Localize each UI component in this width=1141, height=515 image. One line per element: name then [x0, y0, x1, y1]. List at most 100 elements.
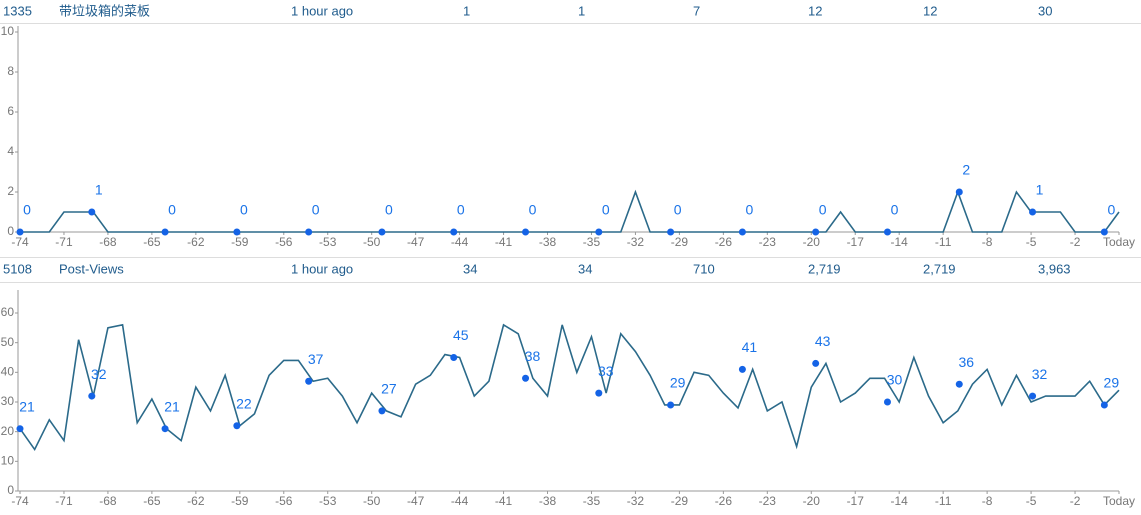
- data-label: 0: [746, 202, 754, 218]
- row-stat: 710: [693, 261, 715, 276]
- data-point: [378, 228, 386, 236]
- data-point: [1029, 208, 1037, 216]
- data-point: [883, 228, 891, 236]
- data-point: [161, 228, 169, 236]
- data-label: 29: [670, 375, 686, 391]
- row-stat: 2,719: [923, 261, 956, 276]
- row-stat: 3,963: [1038, 261, 1071, 276]
- x-tick-label: -5: [1026, 235, 1037, 249]
- data-point: [812, 228, 820, 236]
- y-tick-label: 30: [1, 394, 15, 408]
- data-point: [233, 422, 241, 430]
- data-label: 32: [1032, 366, 1048, 382]
- x-tick-label: -17: [847, 235, 865, 249]
- x-tick-label: -8: [982, 494, 993, 508]
- data-label: 0: [674, 202, 682, 218]
- data-label: 0: [457, 202, 465, 218]
- x-tick-label: -62: [187, 235, 205, 249]
- x-tick-label: -53: [319, 494, 337, 508]
- data-label: 43: [815, 333, 831, 349]
- data-point: [955, 380, 963, 388]
- data-label: 1: [95, 182, 103, 198]
- row-name: Post-Views: [59, 261, 124, 276]
- data-point: [738, 365, 746, 373]
- x-tick-label: -32: [627, 494, 645, 508]
- row-id: 5108: [3, 261, 32, 276]
- data-point: [1029, 392, 1037, 400]
- x-tick-label: -11: [935, 494, 952, 508]
- row-updated: 1 hour ago: [291, 3, 353, 18]
- x-tick-label: -23: [759, 494, 777, 508]
- x-tick-label: -71: [55, 235, 73, 249]
- series-line: [19, 323, 1120, 452]
- row-stat: 7: [693, 3, 700, 18]
- x-tick-label: -29: [671, 494, 689, 508]
- row-stat: 2,719: [808, 261, 841, 276]
- data-point: [88, 208, 96, 216]
- y-tick-label: 10: [1, 24, 15, 38]
- data-point: [1100, 228, 1108, 236]
- data-point: [595, 389, 603, 397]
- data-point: [522, 228, 530, 236]
- data-label: 0: [602, 202, 610, 218]
- data-point: [450, 354, 458, 361]
- x-tick-label: -53: [319, 235, 337, 249]
- data-point: [88, 392, 96, 400]
- row-stat: 12: [923, 3, 937, 18]
- data-point: [16, 228, 24, 236]
- data-point: [16, 425, 24, 433]
- x-tick-label: -68: [99, 494, 117, 508]
- row-stat: 1: [463, 3, 470, 18]
- data-point: [233, 228, 241, 236]
- x-tick-label: -14: [891, 235, 909, 249]
- data-label: 30: [887, 372, 903, 388]
- row-name: 带垃圾箱的菜板: [59, 3, 150, 18]
- x-tick-label: -62: [187, 494, 205, 508]
- y-tick-label: 0: [7, 224, 14, 238]
- x-tick-label: -11: [935, 235, 952, 249]
- x-tick-label: -68: [99, 235, 117, 249]
- data-label: 1: [1036, 182, 1044, 198]
- x-tick-label: -44: [451, 494, 469, 508]
- data-label: 33: [598, 363, 614, 379]
- x-tick-label: Today: [1103, 494, 1135, 508]
- data-label: 0: [819, 202, 827, 218]
- x-tick-label: -41: [495, 235, 513, 249]
- data-label: 0: [168, 202, 176, 218]
- data-label: 22: [236, 395, 252, 411]
- data-point: [1100, 401, 1108, 409]
- data-label: 0: [312, 202, 320, 218]
- x-tick-label: -2: [1070, 235, 1081, 249]
- data-label: 32: [91, 366, 107, 382]
- data-point: [738, 228, 746, 236]
- x-tick-label: -56: [275, 494, 293, 508]
- x-tick-label: -29: [671, 235, 689, 249]
- x-tick-label: -59: [231, 494, 249, 508]
- x-tick-label: -2: [1070, 494, 1081, 508]
- data-label: 37: [308, 351, 324, 367]
- y-tick-label: 4: [7, 144, 14, 158]
- x-tick-label: -26: [715, 235, 733, 249]
- x-tick-label: -47: [407, 494, 425, 508]
- x-tick-label: -20: [803, 235, 821, 249]
- x-tick-label: -50: [363, 235, 381, 249]
- data-point: [667, 401, 675, 409]
- data-point: [305, 228, 313, 236]
- y-tick-label: 2: [7, 184, 14, 198]
- data-point: [883, 398, 891, 406]
- data-point: [450, 228, 458, 236]
- data-point: [595, 228, 603, 236]
- x-tick-label: -74: [11, 494, 29, 508]
- x-tick-label: -38: [539, 235, 557, 249]
- row-stat: 34: [578, 261, 592, 276]
- x-tick-label: -20: [803, 494, 821, 508]
- x-tick-label: -17: [847, 494, 865, 508]
- x-tick-label: -59: [231, 235, 249, 249]
- x-tick-label: -26: [715, 494, 733, 508]
- data-point: [378, 407, 386, 415]
- x-tick-label: -65: [143, 494, 161, 508]
- data-point: [522, 374, 530, 382]
- y-tick-label: 60: [1, 305, 15, 319]
- x-tick-label: -50: [363, 494, 381, 508]
